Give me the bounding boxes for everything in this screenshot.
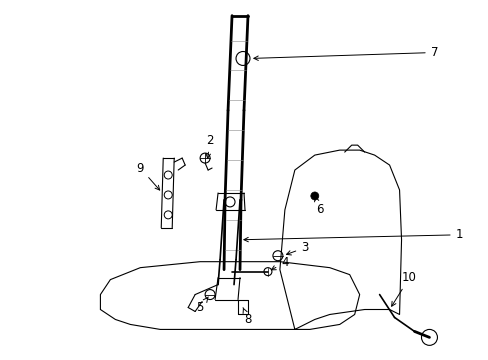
Text: 6: 6 bbox=[314, 197, 323, 216]
Text: 7: 7 bbox=[253, 46, 437, 60]
Text: 8: 8 bbox=[243, 307, 251, 326]
Text: 9: 9 bbox=[136, 162, 160, 190]
Text: 4: 4 bbox=[271, 256, 288, 270]
Text: 2: 2 bbox=[205, 134, 213, 158]
Circle shape bbox=[310, 192, 318, 200]
Text: 1: 1 bbox=[244, 228, 462, 242]
Text: 10: 10 bbox=[391, 271, 416, 306]
Text: 5: 5 bbox=[196, 297, 208, 314]
Text: 3: 3 bbox=[286, 241, 308, 255]
